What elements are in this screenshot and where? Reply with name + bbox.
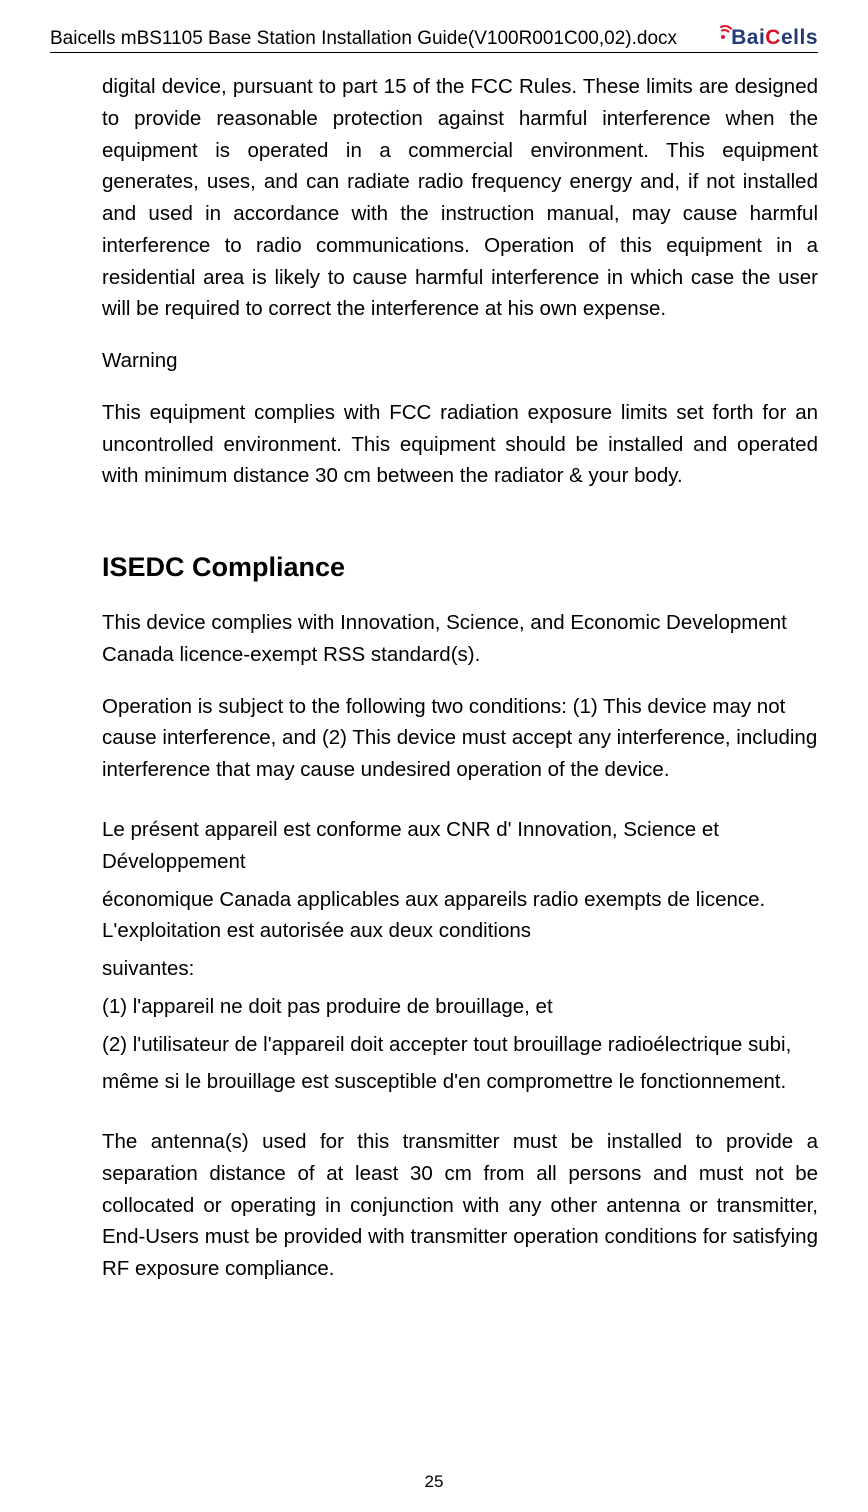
wifi-signal-icon (713, 25, 733, 45)
brand-logo: BaiCells (713, 26, 818, 50)
paragraph-rf-exposure-warning: This equipment complies with FCC radiati… (102, 397, 818, 492)
page-body: digital device, pursuant to part 15 of t… (50, 71, 818, 1285)
logo-part-c: C (765, 26, 781, 49)
paragraph-isedc-fr-6: même si le brouillage est susceptible d'… (102, 1066, 818, 1098)
paragraph-isedc-1: This device complies with Innovation, Sc… (102, 607, 818, 671)
section-heading-isedc: ISEDC Compliance (102, 552, 818, 583)
paragraph-isedc-fr-5: (2) l'utilisateur de l'appareil doit acc… (102, 1029, 818, 1061)
spacer (102, 806, 818, 814)
paragraph-isedc-fr-1: Le présent appareil est conforme aux CNR… (102, 814, 818, 878)
header-title: Baicells mBS1105 Base Station Installati… (50, 28, 677, 50)
paragraph-isedc-2: Operation is subject to the following tw… (102, 691, 818, 786)
page-number: 25 (0, 1472, 868, 1492)
paragraph-fcc-part15: digital device, pursuant to part 15 of t… (102, 71, 818, 325)
spacer (102, 512, 818, 534)
warning-heading: Warning (102, 345, 818, 377)
logo-part-bai: Bai (731, 26, 765, 49)
spacer (102, 1118, 818, 1126)
paragraph-isedc-fr-3: suivantes: (102, 953, 818, 985)
paragraph-isedc-fr-2: économique Canada applicables aux appare… (102, 884, 818, 948)
paragraph-isedc-fr-4: (1) l'appareil ne doit pas produire de b… (102, 991, 818, 1023)
brand-logo-text: BaiCells (731, 26, 818, 50)
page: Baicells mBS1105 Base Station Installati… (0, 0, 868, 1512)
paragraph-antenna-separation: The antenna(s) used for this transmitter… (102, 1126, 818, 1285)
logo-part-ells: ells (781, 26, 818, 49)
page-header: Baicells mBS1105 Base Station Installati… (50, 26, 818, 53)
